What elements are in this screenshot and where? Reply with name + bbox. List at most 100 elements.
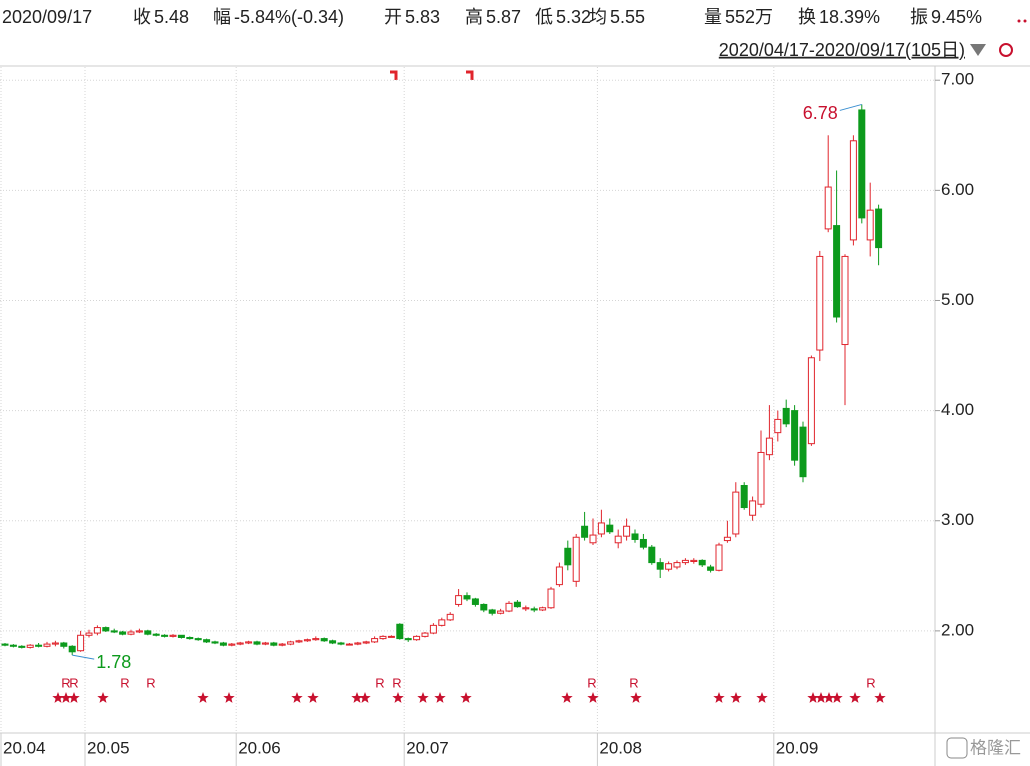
candle-body — [421, 632, 429, 637]
candle-body — [169, 634, 177, 637]
candle-body — [429, 624, 437, 634]
candle-body — [396, 623, 404, 640]
candle-body — [320, 638, 328, 642]
event-r: R — [375, 675, 384, 690]
event-star — [730, 692, 742, 703]
candle-body — [228, 643, 236, 646]
annotation-label: 1.78 — [96, 652, 131, 672]
candle-body — [673, 562, 681, 568]
event-star — [561, 692, 573, 703]
event-star — [874, 692, 886, 703]
event-r: R — [629, 675, 638, 690]
annotation-arrow — [839, 103, 862, 111]
candle-body — [690, 559, 698, 562]
candle-body — [732, 491, 740, 535]
candle-body — [488, 609, 496, 614]
settings-icon[interactable] — [999, 43, 1013, 57]
candle-body — [1, 643, 9, 646]
candle-body — [295, 640, 303, 643]
candle-body — [102, 627, 110, 632]
candle-body — [9, 644, 17, 647]
candle-body — [261, 642, 269, 645]
candle-body — [555, 566, 563, 586]
range-selector[interactable]: 2020/04/17-2020/09/17(105日) — [719, 40, 965, 60]
candle-body — [774, 418, 782, 434]
x-tick-label: 20.07 — [406, 738, 449, 757]
candle-body — [438, 619, 446, 626]
candle-body — [303, 639, 311, 642]
header-label: 均 — [589, 7, 607, 27]
candle-body — [371, 638, 379, 643]
candle-body — [135, 630, 143, 633]
header-date: 2020/09/17 — [2, 7, 92, 27]
x-tick-label: 20.06 — [238, 738, 281, 757]
candle-body — [539, 607, 547, 611]
candle-body — [18, 645, 26, 648]
candle-body — [564, 547, 572, 566]
candle-body — [203, 639, 211, 643]
event-star — [823, 692, 835, 703]
candle-body — [127, 631, 135, 635]
header-value: 5.32 — [556, 7, 591, 27]
y-tick-label: 3.00 — [941, 510, 974, 529]
candle-body — [144, 630, 152, 635]
header-label: 换 — [798, 7, 816, 27]
candle-body — [656, 562, 664, 570]
candle-body — [707, 566, 715, 571]
candle-body — [253, 641, 261, 645]
dropdown-arrow[interactable] — [970, 44, 986, 56]
more-dot[interactable] — [1023, 19, 1027, 23]
candle-body — [765, 437, 773, 456]
candle-body — [723, 536, 731, 542]
candle-body — [623, 525, 631, 537]
candle-body — [665, 563, 673, 570]
candle-body — [270, 642, 278, 646]
candle-body — [312, 638, 320, 641]
candle-body — [715, 544, 723, 571]
candle-body — [648, 546, 656, 564]
candle-body — [480, 603, 488, 611]
candle-body — [681, 559, 689, 564]
candle-body — [740, 485, 748, 509]
candle-body — [572, 536, 580, 582]
candle-body — [471, 598, 479, 605]
candle-body — [51, 642, 59, 645]
event-r: R — [69, 675, 78, 690]
candle-body — [236, 642, 244, 645]
event-r: R — [146, 675, 155, 690]
more-dot[interactable] — [1017, 19, 1021, 23]
candle-body — [85, 632, 93, 636]
candle-body — [799, 426, 807, 478]
x-tick-label: 20.04 — [3, 738, 46, 757]
event-star — [68, 692, 80, 703]
header-value: 5.55 — [610, 7, 645, 27]
candle-body — [497, 610, 505, 614]
candle-body — [589, 534, 597, 544]
header-label: 量 — [704, 7, 722, 27]
candle-body — [387, 635, 395, 638]
event-star — [392, 692, 404, 703]
candle-body — [93, 627, 101, 634]
candle-body — [379, 635, 387, 640]
x-tick-label: 20.05 — [87, 738, 130, 757]
y-tick-label: 6.00 — [941, 180, 974, 199]
candle-body — [110, 630, 118, 633]
candle-body — [413, 635, 421, 641]
event-star — [60, 692, 72, 703]
candle-body — [614, 535, 622, 544]
event-r: R — [392, 675, 401, 690]
header-value: 5.83 — [405, 7, 440, 27]
event-star — [307, 692, 319, 703]
candle-body — [337, 642, 345, 645]
candle-body — [194, 638, 202, 641]
event-star — [434, 692, 446, 703]
candle-body — [858, 109, 866, 219]
candle-body — [186, 636, 194, 640]
candle-body — [278, 643, 286, 646]
candle-body — [60, 642, 68, 647]
candle-body — [329, 640, 337, 644]
event-star — [223, 692, 235, 703]
event-star — [417, 692, 429, 703]
